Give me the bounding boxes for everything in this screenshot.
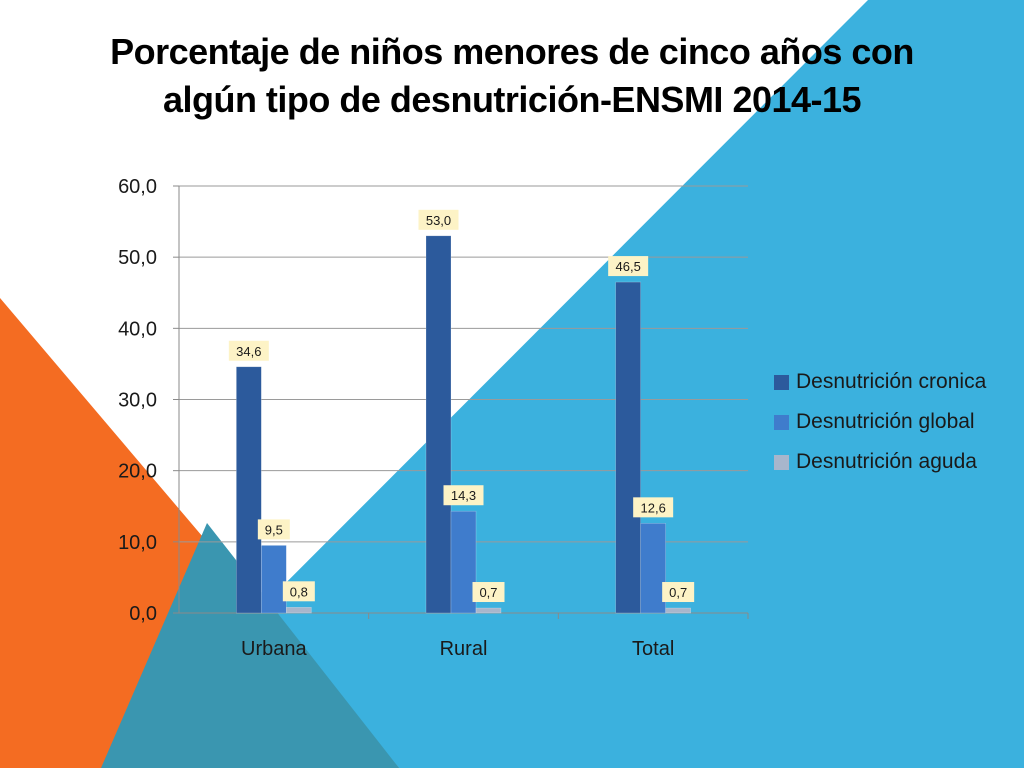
bar-aguda (665, 607, 691, 614)
x-tick-label: Total (632, 638, 674, 660)
bar-global (640, 523, 666, 614)
legend-item-aguda: Desnutrición aguda (774, 442, 1019, 482)
bar-aguda (475, 607, 502, 614)
legend-label-aguda: Desnutrición aguda (796, 450, 977, 473)
data-label-box (472, 582, 505, 603)
y-tick-label: 0,0 (129, 603, 157, 625)
data-label: 53,0 (426, 213, 451, 228)
data-label-box (228, 340, 269, 361)
data-label-box (608, 256, 649, 277)
chart-title-line-1: Porcentaje de niños menores de cinco año… (110, 31, 914, 72)
bar-cronica (236, 366, 262, 614)
data-label: 46,5 (616, 259, 641, 274)
bar-global (450, 510, 477, 614)
data-label-box (418, 209, 459, 230)
legend-item-global: Desnutrición global (774, 402, 1019, 442)
data-label: 9,5 (265, 522, 283, 537)
y-tick-label: 10,0 (118, 532, 157, 554)
x-tick-label: Urbana (241, 638, 307, 660)
y-tick-label: 50,0 (118, 247, 157, 269)
data-label: 0,8 (290, 584, 308, 599)
chart-legend: Desnutrición cronica Desnutrición global… (774, 362, 1019, 482)
y-tick-label: 20,0 (118, 461, 157, 483)
legend-label-global: Desnutrición global (796, 410, 975, 433)
chart-title: Porcentaje de niños menores de cinco año… (40, 28, 984, 124)
legend-swatch-aguda (774, 454, 789, 470)
legend-label-cronica: Desnutrición cronica (796, 370, 987, 393)
data-label: 0,7 (669, 585, 687, 600)
overlap-triangle (101, 523, 399, 768)
y-tick-label: 30,0 (118, 390, 157, 412)
data-label-box (257, 519, 290, 540)
data-label-box (662, 582, 695, 603)
blue-triangle (101, 0, 1024, 768)
legend-swatch-cronica (774, 374, 789, 390)
chart-title-line-2: algún tipo de desnutrición-ENSMI 2014-15 (162, 79, 862, 120)
data-label: 14,3 (451, 488, 476, 503)
y-tick-label: 60,0 (118, 176, 157, 198)
y-tick-label: 40,0 (118, 318, 157, 340)
bar-cronica (425, 235, 452, 614)
data-label-box (282, 581, 315, 602)
data-label: 0,7 (479, 585, 497, 600)
data-label: 34,6 (236, 344, 261, 359)
data-label-box (633, 497, 674, 518)
x-tick-label: Rural (440, 638, 488, 660)
bar-cronica (615, 281, 641, 614)
data-label-box (443, 485, 484, 506)
bar-aguda (286, 607, 312, 614)
legend-swatch-global (774, 414, 789, 430)
legend-item-cronica: Desnutrición cronica (774, 362, 1019, 402)
bar-global (261, 545, 287, 614)
data-label: 12,6 (641, 500, 666, 515)
